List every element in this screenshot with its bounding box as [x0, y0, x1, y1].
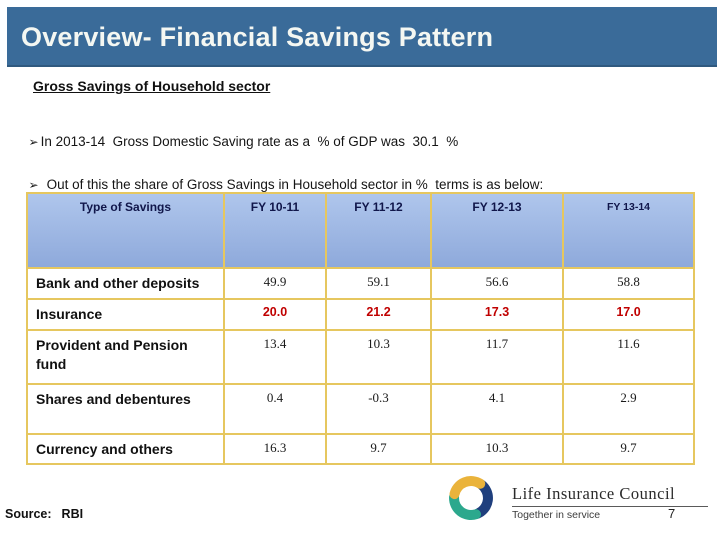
row-value: 11.6 — [562, 329, 695, 385]
table-row: Shares and debentures 0.4 -0.3 4.1 2.9 — [26, 383, 695, 435]
row-label: Bank and other deposits — [26, 267, 225, 300]
bullet-1-text: In 2013-14 Gross Domestic Saving rate as… — [40, 134, 459, 149]
column-header: FY 10-11 — [223, 192, 327, 269]
column-header: FY 11-12 — [325, 192, 432, 269]
row-value: 9.7 — [562, 433, 695, 465]
source-note: Source: RBI — [5, 507, 83, 521]
row-value: 17.3 — [430, 298, 564, 331]
row-label: Provident and Pension fund — [26, 329, 225, 385]
row-value: 21.2 — [325, 298, 432, 331]
row-value: 16.3 — [223, 433, 327, 465]
row-value: 13.4 — [223, 329, 327, 385]
row-label: Shares and debentures — [26, 383, 225, 435]
column-header: FY 12-13 — [430, 192, 564, 269]
arrow-bullet-icon: ➢ — [28, 178, 39, 192]
table-body: Bank and other deposits 49.9 59.1 56.6 58.8 I… — [26, 267, 695, 465]
column-header: Type of Savings — [26, 192, 225, 269]
bullet-2-text: Out of this the share of Gross Savings i… — [46, 177, 544, 192]
row-label: Insurance — [26, 298, 225, 331]
row-value: 17.0 — [562, 298, 695, 331]
row-value: 9.7 — [325, 433, 432, 465]
row-value: 10.3 — [325, 329, 432, 385]
table-row: Provident and Pension fund 13.4 10.3 11.7 11… — [26, 329, 695, 385]
row-value: 4.1 — [430, 383, 564, 435]
bullet-point-1: ➢ In 2013-14 Gross Domestic Saving rate a… — [21, 119, 459, 149]
bullet-point-2: ➢ Out of this the share of Gross Savings … — [21, 162, 544, 192]
slide-title-bar: Overview- Financial Savings Pattern — [7, 7, 717, 67]
row-value: 59.1 — [325, 267, 432, 300]
source-value: RBI — [61, 507, 84, 521]
row-label: Currency and others — [26, 433, 225, 465]
section-heading: Gross Savings of Household sector — [33, 78, 271, 94]
row-value: 49.9 — [223, 267, 327, 300]
table-row: Bank and other deposits 49.9 59.1 56.6 58.8 — [26, 267, 695, 300]
row-value: 10.3 — [430, 433, 564, 465]
row-value: 56.6 — [430, 267, 564, 300]
table-header-row: Type of Savings FY 10-11 FY 11-12 FY 12-… — [26, 192, 695, 269]
row-value: 2.9 — [562, 383, 695, 435]
row-value: -0.3 — [325, 383, 432, 435]
page-title: Overview- Financial Savings Pattern — [21, 22, 494, 52]
row-value: 20.0 — [223, 298, 327, 331]
row-value: 11.7 — [430, 329, 564, 385]
arrow-bullet-icon: ➢ — [28, 135, 39, 149]
logo-tagline: Together in service — [512, 509, 601, 521]
life-insurance-council-logo-icon — [449, 476, 493, 520]
logo-name: Life Insurance Council — [512, 484, 676, 503]
logo-wordmark: Life Insurance Council — [512, 484, 708, 507]
row-value: 58.8 — [562, 267, 695, 300]
source-label: Source: — [5, 507, 52, 521]
column-header: FY 13-14 — [562, 192, 695, 269]
table-row: Currency and others 16.3 9.7 10.3 9.7 — [26, 433, 695, 465]
row-value: 0.4 — [223, 383, 327, 435]
page-number: 7 — [668, 506, 676, 521]
table-row: Insurance 20.0 21.2 17.3 17.0 — [26, 298, 695, 331]
savings-table: Type of Savings FY 10-11 FY 11-12 FY 12-… — [26, 192, 695, 465]
